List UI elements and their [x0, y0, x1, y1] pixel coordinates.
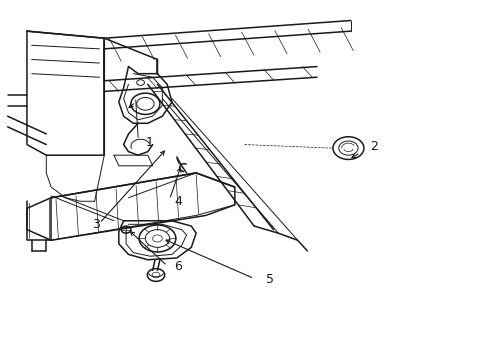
- Text: 3: 3: [92, 218, 100, 231]
- Text: 4: 4: [174, 195, 182, 208]
- Text: 1: 1: [145, 136, 153, 149]
- Text: 6: 6: [174, 260, 182, 273]
- Text: 5: 5: [265, 273, 274, 286]
- Text: 2: 2: [369, 140, 377, 153]
